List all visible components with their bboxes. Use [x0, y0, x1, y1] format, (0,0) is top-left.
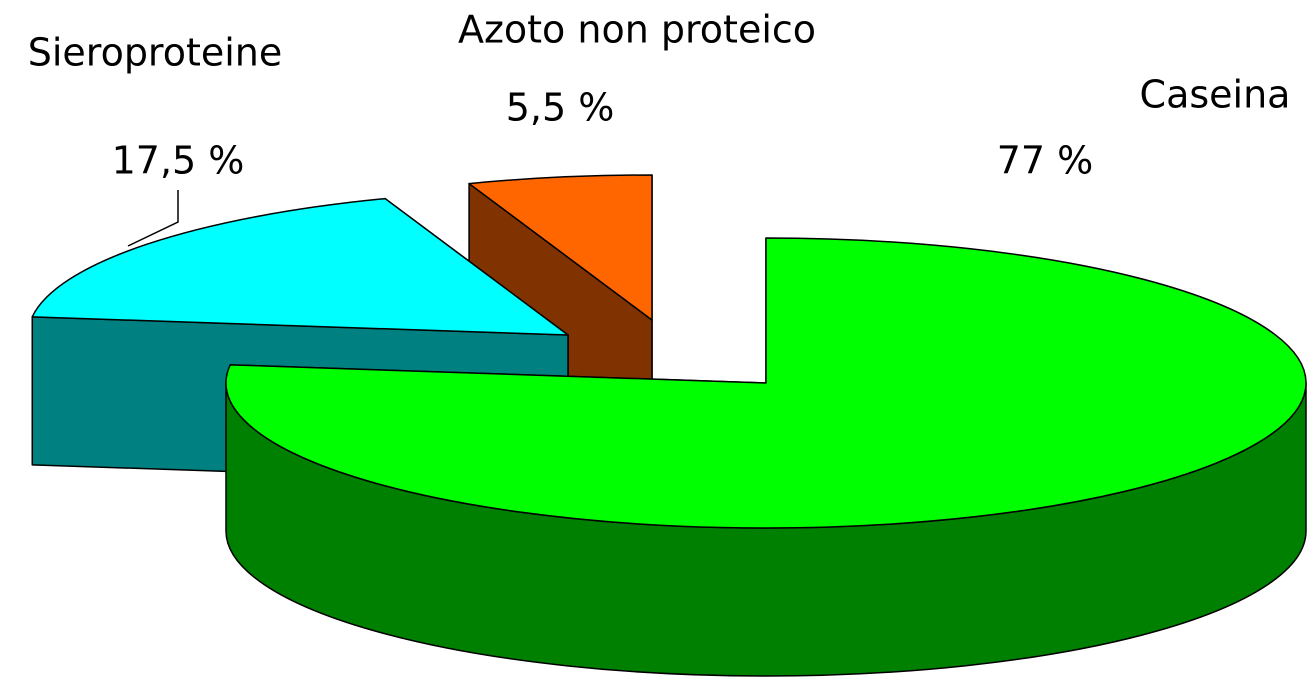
category-label: Caseina — [1140, 73, 1291, 117]
leader-line — [127, 190, 179, 247]
value-label: 17,5 % — [112, 139, 245, 183]
slice-top — [225, 237, 1307, 529]
slice-top — [468, 174, 653, 321]
category-label: Azoto non proteico — [458, 8, 816, 52]
pie — [31, 174, 1307, 677]
category-label: Sieroproteine — [28, 31, 283, 75]
slice-top — [31, 197, 569, 336]
value-label: 5,5 % — [506, 86, 615, 130]
value-label: 77 % — [997, 139, 1094, 183]
